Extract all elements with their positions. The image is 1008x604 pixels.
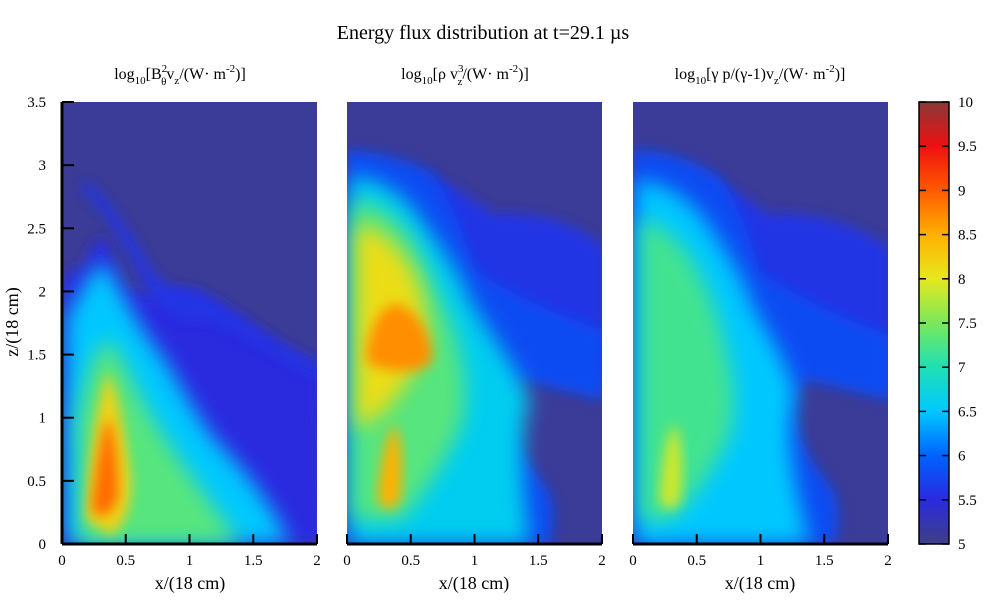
panel1-title-subtheta: θ bbox=[161, 76, 166, 88]
panel1-title-b: [B bbox=[146, 66, 162, 83]
y-tick-label: 2 bbox=[39, 284, 47, 300]
panel3-title-sup-2: -2 bbox=[826, 63, 835, 75]
panel1-title-sup2: 2 bbox=[162, 63, 168, 75]
x-tick-label: 2 bbox=[598, 553, 606, 569]
y-tick-label: 1 bbox=[39, 411, 47, 427]
x-tick-label: 0.5 bbox=[401, 553, 420, 569]
panel3-title-gamma: [γ p/(γ-1)v bbox=[706, 66, 774, 83]
x-tick-label: 0 bbox=[58, 553, 66, 569]
x-tick-label: 1.5 bbox=[815, 553, 834, 569]
x-tick-label: 0 bbox=[343, 553, 351, 569]
panel1-title-units: /(W· m bbox=[179, 66, 226, 83]
panel1-title-v: v bbox=[166, 66, 174, 83]
x-tick-label: 0 bbox=[629, 553, 637, 569]
heatmap-panel-magnetic bbox=[62, 102, 317, 544]
panel2-title-rho: [ρ v bbox=[433, 66, 458, 83]
panel1-title-log: log bbox=[114, 66, 134, 83]
colorbar-tick-label: 6.5 bbox=[958, 404, 977, 420]
colorbar-ticks: 5 5.5 6 6.5 7 7.5 8 8.5 9 9.5 10 bbox=[919, 95, 977, 553]
panel1-upper-filament bbox=[84, 180, 317, 377]
panel3-title-close: )] bbox=[835, 66, 846, 83]
panel1-title-close: )] bbox=[235, 66, 246, 83]
colorbar-tick-label: 5 bbox=[958, 537, 966, 553]
colorbar-tick-label: 9 bbox=[958, 183, 966, 199]
panel2-title-close: )] bbox=[518, 66, 529, 83]
x-tick-label: 1 bbox=[186, 553, 194, 569]
x-tick-label: 2 bbox=[884, 553, 892, 569]
panel-title-kinetic: log10[ρ v3 z/(W· m-2)] bbox=[401, 63, 529, 88]
colorbar-tick-label: 8.5 bbox=[958, 228, 977, 244]
colorbar-tick-label: 7.5 bbox=[958, 316, 977, 332]
panel1-x-axis-label: x/(18 cm) bbox=[155, 573, 225, 594]
panel1-orange-core bbox=[92, 418, 118, 516]
panel3-title-log: log bbox=[675, 66, 695, 83]
panel2-title-log: log bbox=[401, 66, 421, 83]
panel2-title-subz: z bbox=[457, 76, 462, 88]
heatmap-panel-enthalpy bbox=[633, 102, 888, 544]
x-tick-label: 0.5 bbox=[687, 553, 706, 569]
panel1-title-subz: z bbox=[174, 75, 179, 87]
x-tick-label: 2 bbox=[313, 553, 321, 569]
colorbar-tick-label: 6 bbox=[958, 449, 966, 465]
panel3-title-sub10: 10 bbox=[695, 75, 707, 87]
y-axis-label: z/(18 cm) bbox=[2, 287, 23, 356]
y-tick-label: 0.5 bbox=[27, 474, 46, 490]
panel3-title-units: /(W· m bbox=[779, 66, 826, 83]
figure-title: Energy flux distribution at t=29.1 µs bbox=[337, 22, 630, 44]
colorbar-tick-label: 9.5 bbox=[958, 139, 977, 155]
panel-title-magnetic: log10[B2 θvz/(W· m-2)] bbox=[114, 63, 246, 88]
y-tick-label: 3.5 bbox=[27, 95, 46, 111]
ticks-layer: 0 0.5 1 1.5 2 2.5 3 3.5 0 0.5 1 1.5 2 0 0.5 1 1.5 2 0 0.5 1 1… bbox=[27, 95, 892, 569]
y-tick-label: 1.5 bbox=[27, 348, 46, 364]
x-tick-label: 1 bbox=[757, 553, 765, 569]
panel2-title-sub10: 10 bbox=[422, 75, 434, 87]
panel3-title-subz: z bbox=[774, 75, 779, 87]
x-tick-label: 1 bbox=[471, 553, 479, 569]
panel2-title-sup3: 3 bbox=[458, 63, 464, 75]
panel1-title-sup-2: -2 bbox=[226, 63, 235, 75]
y-tick-label: 2.5 bbox=[27, 221, 46, 237]
colorbar-tick-label: 8 bbox=[958, 272, 966, 288]
y-tick-label: 0 bbox=[39, 537, 47, 553]
y-tick-label: 3 bbox=[39, 158, 47, 174]
colorbar-tick-label: 5.5 bbox=[958, 493, 977, 509]
panel1-title-sub10: 10 bbox=[135, 75, 147, 87]
panel3-green-region bbox=[640, 220, 735, 520]
panel2-lower-jet bbox=[378, 425, 403, 509]
colorbar-tick-label: 10 bbox=[958, 95, 973, 111]
panel2-title-sup-2: -2 bbox=[509, 63, 518, 75]
heatmap-panel-kinetic bbox=[347, 102, 602, 544]
panel3-x-axis-label: x/(18 cm) bbox=[725, 573, 795, 594]
panel2-orange-core bbox=[366, 304, 432, 371]
x-tick-label: 0.5 bbox=[116, 553, 135, 569]
panel2-title-units: /(W· m bbox=[462, 66, 509, 83]
panel-title-enthalpy: log10[γ p/(γ-1)vz/(W· m-2)] bbox=[675, 63, 846, 87]
x-tick-label: 1.5 bbox=[529, 553, 548, 569]
panel3-lower-jet bbox=[660, 425, 683, 509]
colorbar-tick-label: 7 bbox=[958, 360, 966, 376]
panel2-x-axis-label: x/(18 cm) bbox=[439, 573, 509, 594]
x-tick-label: 1.5 bbox=[244, 553, 263, 569]
